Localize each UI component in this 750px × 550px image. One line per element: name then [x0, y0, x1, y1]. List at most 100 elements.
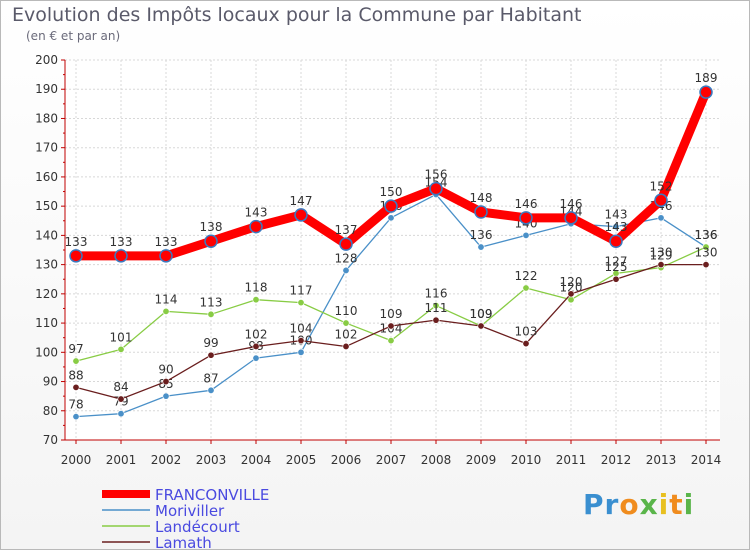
y-tick-label: 170 [35, 141, 58, 155]
data-point [384, 199, 398, 213]
data-label: 110 [335, 304, 358, 318]
x-tick-label: 2009 [466, 453, 497, 467]
x-tick-label: 2013 [646, 453, 677, 467]
data-label: 133 [155, 235, 178, 249]
data-label: 118 [245, 281, 268, 295]
data-point [519, 211, 533, 225]
data-label: 136 [695, 228, 718, 242]
data-label: 147 [290, 194, 313, 208]
legend-label: Moriviller [155, 502, 225, 520]
data-label: 101 [110, 330, 133, 344]
chart-subtitle: (en € et par an) [26, 29, 121, 43]
data-point [522, 340, 530, 348]
x-tick-label: 2008 [421, 453, 452, 467]
data-label: 103 [515, 325, 538, 339]
data-label: 111 [425, 301, 448, 315]
data-point [342, 342, 350, 350]
data-point [207, 386, 215, 394]
y-tick-label: 180 [35, 111, 58, 125]
data-label: 88 [68, 368, 83, 382]
data-label: 129 [650, 249, 673, 263]
x-tick-label: 2002 [151, 453, 182, 467]
data-point [477, 243, 485, 251]
data-point [252, 342, 260, 350]
data-label: 117 [290, 284, 313, 298]
data-label: 99 [203, 336, 218, 350]
legend-label: Lamath [155, 534, 212, 550]
data-point [297, 299, 305, 307]
data-point [702, 243, 710, 251]
data-point [207, 351, 215, 359]
data-label: 114 [155, 292, 178, 306]
data-label: 152 [650, 179, 673, 193]
data-label: 102 [335, 327, 358, 341]
data-point [339, 237, 353, 251]
data-label: 136 [470, 228, 493, 242]
data-point [657, 214, 665, 222]
data-label: 120 [560, 281, 583, 295]
x-tick-label: 2000 [61, 453, 92, 467]
x-tick-label: 2012 [601, 453, 632, 467]
data-point [117, 395, 125, 403]
data-point [609, 234, 623, 248]
data-point [657, 261, 665, 269]
data-label: 116 [425, 287, 448, 301]
data-label: 87 [203, 371, 218, 385]
legend-label: FRANCONVILLE [155, 486, 269, 504]
data-label: 146 [515, 197, 538, 211]
data-point [249, 219, 263, 234]
data-label: 130 [695, 246, 718, 260]
data-point [207, 310, 215, 318]
data-point [429, 181, 443, 196]
data-point [564, 211, 578, 225]
y-tick-label: 80 [43, 404, 58, 418]
data-label: 143 [605, 220, 628, 234]
data-point [522, 284, 530, 292]
data-label: 90 [158, 363, 173, 377]
data-label: 143 [605, 208, 628, 222]
data-label: 146 [560, 197, 583, 211]
data-point [162, 378, 170, 386]
y-tick-label: 150 [35, 199, 58, 213]
data-point [567, 290, 575, 298]
data-point [117, 345, 125, 353]
y-tick-label: 110 [35, 316, 58, 330]
data-label: 133 [65, 235, 88, 249]
x-tick-label: 2003 [196, 453, 227, 467]
x-tick-label: 2005 [286, 453, 317, 467]
data-label: 128 [335, 251, 358, 265]
data-point [702, 261, 710, 269]
data-point [387, 214, 395, 222]
data-point [654, 193, 668, 208]
data-label: 148 [470, 191, 493, 205]
data-label: 78 [68, 398, 83, 412]
x-tick-label: 2011 [556, 453, 587, 467]
data-label: 137 [335, 223, 358, 237]
y-tick-label: 70 [43, 433, 58, 447]
data-point [72, 413, 80, 421]
data-point [522, 231, 530, 239]
data-point [699, 85, 713, 99]
y-tick-label: 130 [35, 258, 58, 272]
data-label: 143 [245, 206, 268, 220]
x-tick-label: 2010 [511, 453, 542, 467]
x-tick-label: 2007 [376, 453, 407, 467]
data-label: 130 [650, 246, 673, 260]
data-point [297, 337, 305, 345]
data-point [477, 322, 485, 330]
data-label: 150 [380, 185, 403, 199]
data-point [117, 410, 125, 418]
y-tick-label: 120 [35, 287, 58, 301]
data-point [342, 319, 350, 327]
data-point [432, 316, 440, 324]
data-label: 104 [290, 322, 313, 336]
data-point [432, 302, 440, 310]
data-point [474, 205, 488, 219]
data-point [72, 383, 80, 391]
data-point [72, 357, 80, 365]
data-label: 102 [245, 327, 268, 341]
data-point [69, 249, 83, 263]
data-point [387, 337, 395, 345]
proxiti-logo: Proxiti [583, 488, 695, 521]
